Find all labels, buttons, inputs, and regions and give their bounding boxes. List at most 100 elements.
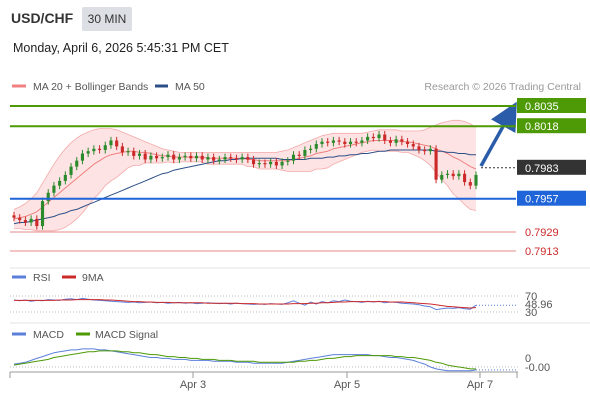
- candle: [269, 158, 273, 168]
- main-legend: MA 20 + Bollinger Bands MA 50: [12, 81, 205, 93]
- candle-body: [58, 180, 62, 186]
- candle-body: [155, 155, 159, 159]
- rsi-last-value: 48.96: [525, 299, 553, 311]
- candle: [155, 152, 159, 162]
- candle: [92, 145, 96, 155]
- level-minor: 0.7929: [10, 227, 559, 239]
- macd-signal-line: [13, 350, 476, 370]
- candle-body: [223, 157, 227, 160]
- candle: [166, 151, 170, 161]
- candle: [160, 153, 164, 162]
- candle-body: [383, 134, 387, 141]
- candle: [286, 157, 290, 166]
- candle: [137, 149, 142, 160]
- candle-body: [46, 192, 50, 202]
- candle: [183, 152, 187, 161]
- candle-body: [246, 157, 250, 160]
- macd-line: [13, 348, 477, 372]
- candle: [291, 151, 296, 165]
- candle: [115, 136, 119, 150]
- candle-body: [445, 173, 450, 175]
- candle-body: [297, 154, 301, 156]
- candle-body: [451, 173, 455, 177]
- candle: [428, 145, 432, 155]
- candle-body: [23, 220, 27, 223]
- candle: [303, 146, 307, 160]
- candle: [97, 145, 102, 154]
- candle-body: [309, 148, 313, 150]
- candle: [463, 170, 467, 186]
- candle-body: [468, 182, 472, 186]
- candle: [440, 171, 444, 184]
- candle-body: [29, 218, 33, 223]
- candle: [411, 140, 415, 150]
- candle-body: [411, 144, 415, 147]
- candle-body: [52, 185, 56, 193]
- candle-body: [337, 140, 341, 142]
- macd-legend: MACD MACD Signal: [12, 329, 158, 341]
- candle-body: [40, 201, 45, 227]
- candle: [46, 189, 50, 205]
- candle: [394, 135, 398, 147]
- candle: [371, 133, 375, 142]
- candle-body: [103, 145, 107, 150]
- candle-body: [303, 149, 307, 156]
- candle: [423, 146, 427, 155]
- candle-body: [257, 163, 261, 165]
- candle-body: [234, 158, 239, 160]
- candle: [206, 153, 210, 164]
- candle-body: [137, 153, 142, 156]
- level-label: 0.8035: [525, 101, 559, 113]
- candle-body: [18, 217, 22, 221]
- candle: [360, 136, 364, 147]
- timeframe-badge[interactable]: 30 MIN: [82, 7, 132, 31]
- candle-body: [143, 153, 147, 160]
- candle: [388, 136, 393, 147]
- level-current: 0.7983: [481, 159, 586, 175]
- candle-body: [132, 151, 136, 156]
- candle-body: [371, 136, 375, 139]
- candle: [400, 135, 404, 146]
- candle-body: [80, 153, 85, 161]
- candle: [172, 151, 176, 164]
- candle: [132, 147, 136, 160]
- candle-body: [331, 140, 335, 143]
- candle-body: [115, 140, 119, 147]
- candle: [109, 136, 113, 149]
- candle: [445, 170, 450, 179]
- candle: [280, 158, 284, 169]
- bb-upper-line: [13, 119, 477, 210]
- x-tick-label: Apr 3: [180, 379, 206, 391]
- candle: [52, 182, 56, 197]
- candle-body: [177, 157, 181, 160]
- candle-body: [388, 140, 393, 143]
- candle: [434, 145, 438, 184]
- candle-body: [440, 174, 444, 180]
- candle-body: [149, 155, 153, 160]
- candle: [126, 147, 130, 156]
- price-levels: 0.8035 0.8018 0.7983 0.7957 0.7929 0.7913: [10, 98, 586, 258]
- candle-body: [120, 146, 124, 153]
- candle-body: [286, 160, 290, 162]
- candle-body: [474, 174, 478, 186]
- level-resistance: 0.8035: [10, 98, 586, 113]
- candle-body: [457, 173, 461, 177]
- candle-body: [269, 161, 273, 165]
- macd-last-value: -0.00: [525, 362, 550, 374]
- ma50-line: [13, 149, 476, 225]
- rsi-ref-label: 70: [525, 291, 537, 303]
- candle: [383, 130, 387, 145]
- level-support: 0.7957: [10, 190, 586, 206]
- candle: [343, 138, 347, 148]
- candle: [103, 141, 107, 154]
- candle-body: [320, 141, 324, 145]
- candle-body: [86, 151, 90, 154]
- candle-body: [434, 148, 438, 180]
- candle: [69, 163, 73, 179]
- candle: [212, 153, 216, 165]
- candle-body: [97, 148, 102, 150]
- candle-body: [417, 146, 421, 150]
- rsi-ref-label: 30: [525, 307, 537, 319]
- level-label: 0.7929: [525, 227, 559, 239]
- candle-body: [240, 157, 244, 160]
